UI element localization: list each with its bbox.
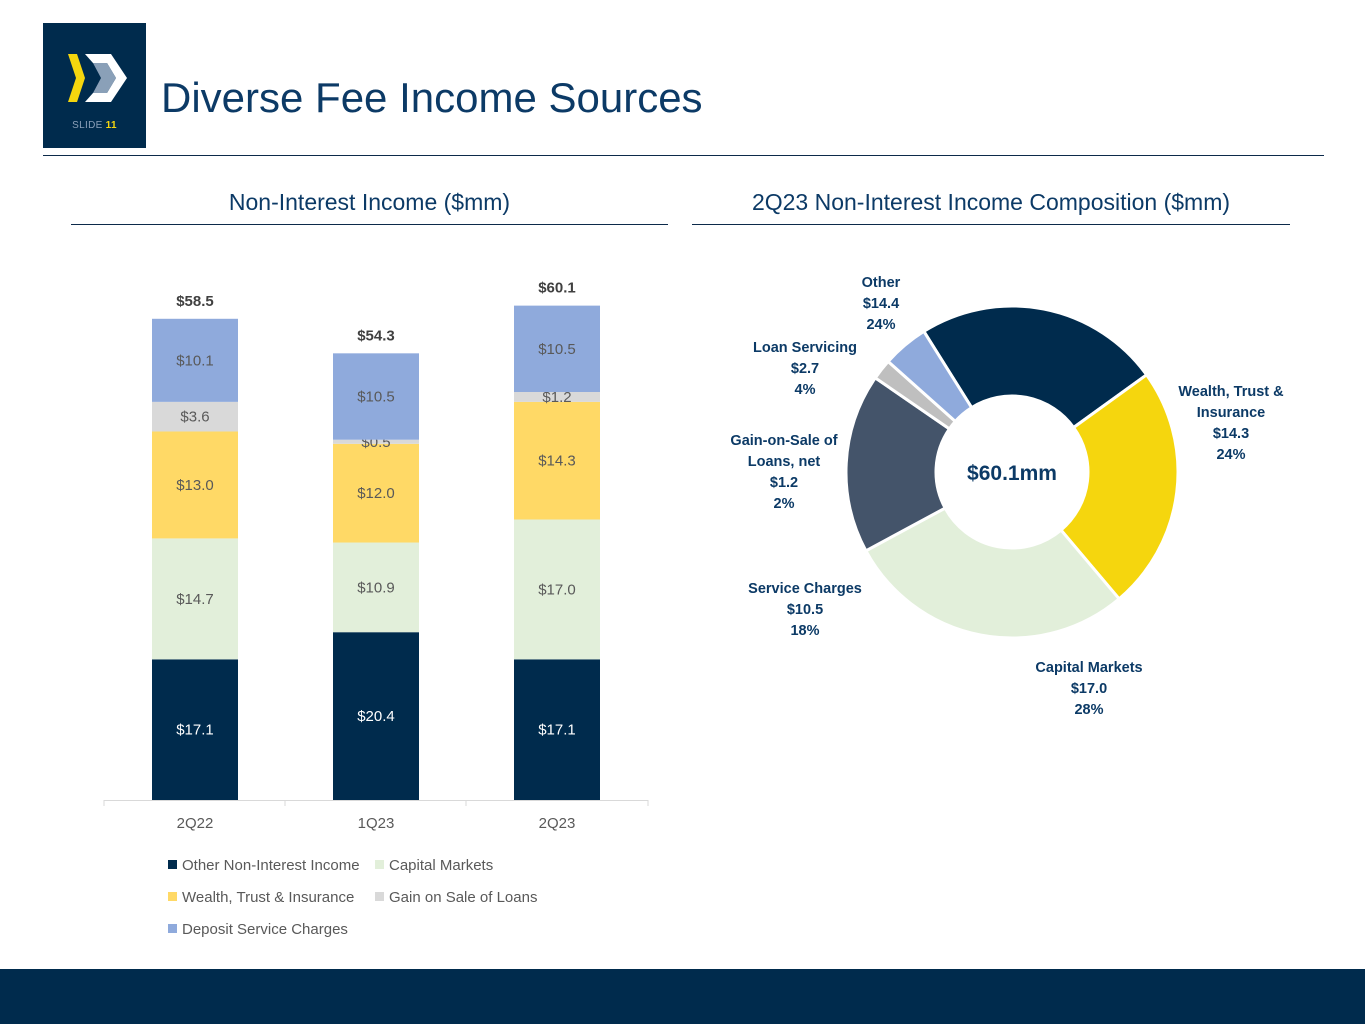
donut-slice-label: 24% <box>1216 447 1245 463</box>
donut-slice-label: Service Charges <box>748 581 862 597</box>
donut-slice-label: $2.7 <box>791 361 819 377</box>
donut-slice <box>886 329 974 424</box>
donut-chart-title-divider <box>692 224 1290 225</box>
bar-segment <box>514 519 600 660</box>
donut-slice <box>1058 372 1180 601</box>
bar-segment <box>514 305 600 392</box>
legend-swatch <box>168 924 177 933</box>
bar-data-label: $3.6 <box>180 409 209 426</box>
bar-chart-title: Non-Interest Income ($mm) <box>228 189 511 215</box>
donut-slice-label: 4% <box>795 382 816 398</box>
bar-segment <box>514 401 600 520</box>
donut-slice-label: $14.3 <box>1213 426 1249 442</box>
donut-slice <box>863 506 1122 640</box>
bar-data-label: $13.0 <box>176 477 214 494</box>
bar-segment <box>333 353 419 440</box>
donut-slice-label: Wealth, Trust & <box>1178 384 1284 400</box>
bar-data-label: $1.2 <box>542 389 571 406</box>
legend-label: Other Non-Interest Income <box>182 857 360 874</box>
bar-segment <box>152 431 238 539</box>
bar-total-label: $58.5 <box>176 293 214 310</box>
bar-segment <box>333 542 419 633</box>
legend-swatch <box>375 860 384 869</box>
bar-data-label: $17.0 <box>538 581 576 598</box>
bar-data-label: $17.1 <box>176 722 214 739</box>
donut-slice-label: $14.4 <box>863 296 899 312</box>
donut-slice-label: $10.5 <box>787 602 823 618</box>
company-logo: SLIDE 11 <box>43 23 146 148</box>
legend-swatch <box>168 860 177 869</box>
donut-center-label: $60.1mm <box>967 462 1057 485</box>
x-tick-label: 2Q22 <box>177 815 214 832</box>
bar-data-label: $10.5 <box>538 341 576 358</box>
x-tick-label: 1Q23 <box>358 815 395 832</box>
donut-slice-label: Capital Markets <box>1035 660 1142 676</box>
footer-bar <box>0 969 1365 1024</box>
bar-data-label: $14.7 <box>176 591 214 608</box>
bar-segment <box>333 439 419 444</box>
bar-data-label: $17.1 <box>538 722 576 739</box>
bar-total-label: $54.3 <box>357 327 395 344</box>
legend-swatch <box>168 892 177 901</box>
legend-label: Wealth, Trust & Insurance <box>182 889 354 906</box>
bar-data-label: $0.5 <box>361 434 390 451</box>
legend-label: Capital Markets <box>389 857 493 874</box>
logo-mark-icon <box>68 54 127 102</box>
donut-slice-label: Insurance <box>1197 405 1266 421</box>
bar-chart-title-divider <box>71 224 668 225</box>
bar-data-label: $10.9 <box>357 579 395 596</box>
bar-data-label: $10.1 <box>176 352 214 369</box>
donut-chart-title: 2Q23 Non-Interest Income Composition ($m… <box>751 189 1231 215</box>
bar-segment <box>514 659 600 800</box>
legend-swatch <box>375 892 384 901</box>
donut-slice <box>873 359 958 431</box>
donut-slice-label: 28% <box>1074 702 1103 718</box>
bar-segment <box>152 401 238 432</box>
donut-slice <box>921 304 1149 430</box>
bar-segment <box>152 659 238 800</box>
donut-slice <box>844 375 952 553</box>
donut-slice-label: $17.0 <box>1071 681 1107 697</box>
bar-data-label: $14.3 <box>538 453 576 470</box>
bar-data-label: $10.5 <box>357 389 395 406</box>
bar-data-label: $20.4 <box>357 708 395 725</box>
donut-slice-label: Other <box>862 275 901 291</box>
page-title: Diverse Fee Income Sources <box>161 74 703 121</box>
donut-slice-label: 24% <box>866 317 895 333</box>
bar-segment <box>333 443 419 543</box>
slide-number: SLIDE 11 <box>72 120 117 131</box>
donut-slice-label: $1.2 <box>770 475 798 491</box>
title-divider <box>43 155 1324 156</box>
bar-segment <box>514 392 600 402</box>
donut-slice-label: Loans, net <box>748 454 821 470</box>
legend-label: Gain on Sale of Loans <box>389 889 537 906</box>
bar-segment <box>333 632 419 800</box>
donut-slice-label: 2% <box>774 496 795 512</box>
bar-segment <box>152 318 238 402</box>
bar-total-label: $60.1 <box>538 280 576 297</box>
x-tick-label: 2Q23 <box>539 815 576 832</box>
bar-data-label: $12.0 <box>357 485 395 502</box>
legend-label: Deposit Service Charges <box>182 921 348 938</box>
donut-slice-label: 18% <box>790 623 819 639</box>
bar-segment <box>152 538 238 660</box>
donut-slice-label: Gain-on-Sale of <box>730 433 837 449</box>
donut-slice-label: Loan Servicing <box>753 340 857 356</box>
